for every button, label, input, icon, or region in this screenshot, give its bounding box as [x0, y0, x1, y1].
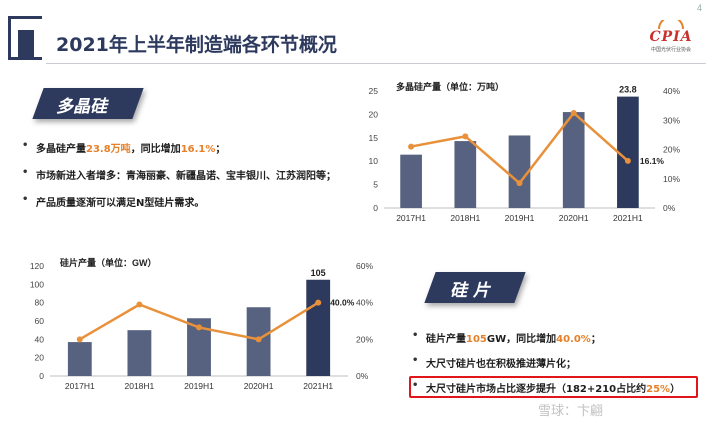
- wafer-bullets: 硅片产量105GW，同比增加40.0%； 大尺寸硅片也在积极推进薄片化； 大尺寸…: [412, 330, 680, 395]
- title-divider: [46, 63, 706, 64]
- title-mark-decoration: [18, 30, 34, 60]
- y-tick-label: 100: [30, 279, 44, 289]
- growth-point-2019H1: [196, 324, 202, 331]
- y-tick-label: 40: [35, 334, 45, 344]
- bar-2018H1: [454, 141, 477, 208]
- x-tick-label: 2020H1: [559, 213, 589, 223]
- value-data-label: 23.8: [619, 85, 637, 95]
- y-tick-label: 0: [39, 371, 44, 381]
- y-tick-label: 5: [373, 180, 378, 190]
- y-tick-label: 20: [369, 109, 379, 119]
- wafer-bullet-1: 硅片产量105GW，同比增加40.0%；: [412, 330, 680, 345]
- polysilicon-banner-label: 多晶硅: [56, 97, 107, 117]
- y2-tick-label: 60%: [356, 261, 373, 271]
- y-tick-label: 120: [30, 261, 44, 271]
- growth-data-label: 40.0%: [330, 298, 355, 308]
- sun-icon: [658, 20, 684, 29]
- bar-2019H1: [508, 135, 531, 208]
- x-tick-label: 2021H1: [303, 381, 333, 391]
- bar-2017H1: [400, 154, 422, 208]
- y2-tick-label: 0%: [663, 203, 676, 213]
- bar-2020H1: [562, 112, 585, 208]
- y2-tick-label: 40%: [663, 86, 680, 96]
- x-tick-label: 2020H1: [244, 381, 274, 391]
- polysilicon-chart: 多晶硅产量（单位：万吨） 0 5 10 15 20 25 0% 10% 20% 30% 40% 2017…: [369, 81, 681, 223]
- growth-point-2021H1: [315, 299, 322, 306]
- growth-point-2017H1: [408, 143, 415, 150]
- y-tick-label: 80: [35, 298, 45, 308]
- y-tick-label: 60: [35, 316, 45, 326]
- growth-point-2021H1: [624, 157, 631, 164]
- y-tick-label: 0: [373, 203, 378, 213]
- logo-text: CPIA: [649, 29, 693, 45]
- polysilicon-bullets: 多晶硅产量23.8万吨，同比增加16.1%； 市场新进入者增多：青海丽豪、新疆晶…: [22, 140, 336, 209]
- slide-number: 4: [696, 3, 702, 13]
- y2-tick-label: 20%: [356, 334, 373, 344]
- bar-2021H1: [306, 279, 331, 376]
- x-tick-label: 2017H1: [65, 381, 95, 391]
- wafer-banner-label: 硅 片: [450, 281, 490, 301]
- page-title: 2021年上半年制造端各环节概况: [56, 34, 337, 56]
- y2-tick-label: 30%: [663, 115, 680, 125]
- x-tick-label: 2018H1: [125, 381, 155, 391]
- x-tick-label: 2018H1: [450, 213, 480, 223]
- growth-point-2019H1: [516, 180, 523, 187]
- growth-data-label: 16.1%: [640, 156, 665, 166]
- wafer-bullet-3: 大尺寸硅片市场占比逐步提升（182+210占比约25%）: [412, 380, 680, 395]
- y2-tick-label: 0%: [356, 371, 369, 381]
- logo-subtitle: 中国光伏行业协会: [650, 47, 691, 53]
- growth-point-2020H1: [255, 336, 262, 343]
- chart-title: 多晶硅产量（单位：万吨）: [396, 81, 504, 92]
- x-tick-label: 2021H1: [613, 213, 643, 223]
- y2-tick-label: 40%: [356, 298, 373, 308]
- wafer-chart: 硅片产量（单位：GW） 0 20 40 60 80 100 120 0% 20% 40% 60% 201…: [30, 257, 374, 391]
- x-tick-label: 2017H1: [396, 213, 426, 223]
- chart-title: 硅片产量（单位：GW）: [60, 257, 157, 268]
- bar-2021H1: [617, 96, 639, 208]
- polysilicon-bullet-3: 产品质量逐渐可以满足N型硅片需求。: [22, 194, 336, 209]
- y-tick-label: 20: [35, 353, 45, 363]
- y-tick-label: 25: [369, 86, 379, 96]
- y2-tick-label: 20%: [663, 145, 680, 155]
- growth-point-2020H1: [570, 109, 577, 116]
- polysilicon-bullet-2: 市场新进入者增多：青海丽豪、新疆晶诺、宝丰银川、江苏润阳等；: [22, 167, 336, 182]
- growth-point-2018H1: [462, 133, 469, 140]
- bar-2017H1: [67, 342, 92, 376]
- bar-2018H1: [127, 330, 152, 376]
- growth-point-2017H1: [76, 336, 83, 343]
- x-tick-label: 2019H1: [505, 213, 535, 223]
- bar-2019H1: [187, 318, 211, 376]
- y2-tick-label: 10%: [663, 174, 680, 184]
- watermark: 雪球：卞翩: [538, 404, 604, 419]
- y-tick-label: 15: [369, 133, 379, 143]
- polysilicon-bullet-1: 多晶硅产量23.8万吨，同比增加16.1%；: [22, 140, 336, 155]
- x-tick-label: 2019H1: [184, 381, 214, 391]
- y-tick-label: 10: [369, 156, 379, 166]
- growth-point-2018H1: [136, 301, 143, 308]
- value-data-label: 105: [311, 268, 326, 278]
- wafer-bullet-2: 大尺寸硅片也在积极推进薄片化；: [412, 355, 680, 370]
- emphasis-box: [409, 376, 698, 398]
- cpia-logo: CPIA 中国光伏行业协会: [640, 20, 702, 64]
